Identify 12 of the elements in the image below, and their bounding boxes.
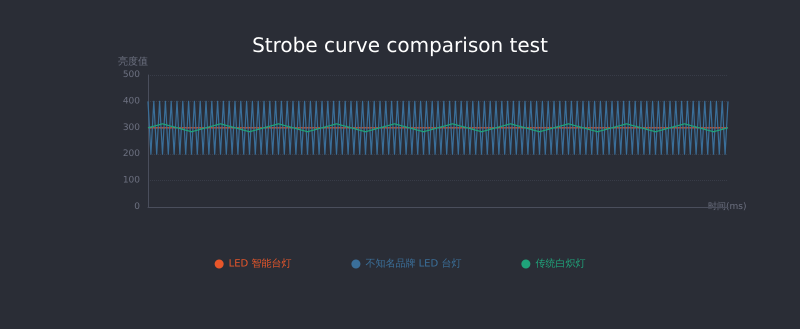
legend-label: 不知名品牌 LED 台灯 — [365, 258, 462, 270]
y-tick-label: 200 — [122, 149, 140, 160]
chart-title: Strobe curve comparison test — [252, 33, 548, 57]
legend-label: 传统白炽灯 — [535, 258, 586, 270]
y-tick-label: 400 — [122, 96, 140, 106]
y-tick-label: 300 — [122, 122, 140, 133]
line-series — [147, 123, 729, 132]
y-tick-label: 0 — [134, 202, 140, 212]
y-tick-label: 500 — [122, 70, 140, 80]
y-axis-title: 亮度值 — [118, 56, 148, 68]
y-tick-label: 100 — [122, 176, 140, 186]
legend-label: LED 智能台灯 — [228, 258, 292, 270]
